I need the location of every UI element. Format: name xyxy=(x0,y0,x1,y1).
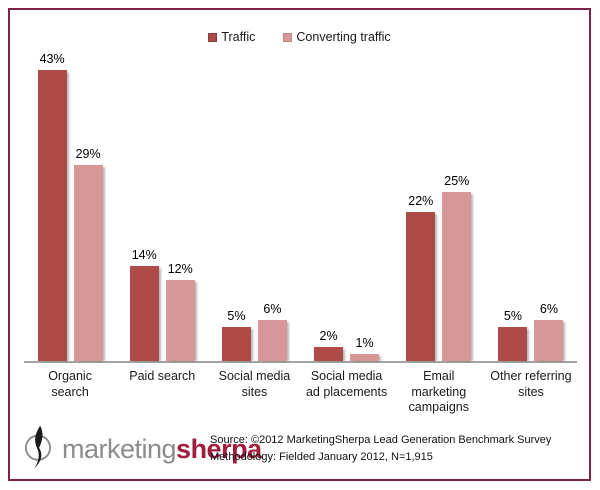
legend-label: Traffic xyxy=(221,30,256,44)
value-label: 5% xyxy=(503,309,522,323)
logo-text-marketing: marketing xyxy=(62,433,177,464)
bar-column: 6% xyxy=(257,302,287,361)
bar-column: 2% xyxy=(314,329,344,361)
chart-legend: Traffic Converting traffic xyxy=(10,30,589,44)
value-label: 6% xyxy=(539,302,558,316)
category-axis: Organic search Paid search Social media si… xyxy=(24,363,577,416)
legend-item-converting-traffic: Converting traffic xyxy=(283,30,391,44)
footer: marketingsherpa Source: ©2012 MarketingS… xyxy=(14,421,585,477)
bar-traffic xyxy=(221,327,251,361)
bar-column: 29% xyxy=(73,147,103,361)
bar-column: 6% xyxy=(534,302,564,361)
value-label: 43% xyxy=(39,52,65,66)
bar-column: 14% xyxy=(129,248,159,361)
legend-swatch xyxy=(208,32,218,42)
legend-swatch xyxy=(283,32,293,42)
bar-column: 5% xyxy=(498,309,528,361)
bar-converting-traffic xyxy=(442,192,472,361)
bar-group-organic-search: 43% 29% xyxy=(24,52,116,361)
bar-converting-traffic xyxy=(165,280,195,361)
bar-traffic xyxy=(498,327,528,361)
bar-converting-traffic xyxy=(534,320,564,361)
bar-traffic xyxy=(129,266,159,361)
value-label: 5% xyxy=(227,309,246,323)
bar-group-paid-search: 14% 12% xyxy=(116,68,208,361)
bar-column: 5% xyxy=(221,309,251,361)
value-label: 22% xyxy=(408,194,434,208)
category-label: Paid search xyxy=(129,369,196,383)
bar-group-social-media-ad-placements: 2% 1% xyxy=(301,68,393,361)
bar-group-social-media-sites: 5% 6% xyxy=(208,68,300,361)
bar-converting-traffic xyxy=(350,354,380,361)
category-label: Social media sites xyxy=(218,369,291,399)
source-line-2: Methodology: Fielded January 2012, N=1,9… xyxy=(210,451,433,463)
value-label: 29% xyxy=(75,147,101,161)
bar-converting-traffic xyxy=(73,165,103,361)
bar-column: 43% xyxy=(37,52,67,361)
bar-column: 25% xyxy=(442,174,472,361)
compass-quill-icon xyxy=(16,423,60,476)
category-label: Email marketing campaigns xyxy=(408,369,469,415)
value-label: 12% xyxy=(167,262,193,276)
logo-text: marketingsherpa xyxy=(62,434,262,465)
legend-item-traffic: Traffic xyxy=(208,30,255,44)
bar-column: 12% xyxy=(165,262,195,361)
logo-text-sherpa: sherpa xyxy=(176,433,262,464)
value-label: 6% xyxy=(263,302,282,316)
value-label: 25% xyxy=(444,174,470,188)
value-label: 2% xyxy=(319,329,338,343)
category-label: Social media ad placements xyxy=(305,369,388,399)
bar-traffic xyxy=(37,70,67,361)
legend-label: Converting traffic xyxy=(296,30,391,44)
bar-column: 1% xyxy=(350,336,380,361)
bar-traffic xyxy=(314,347,344,361)
marketingsherpa-logo: marketingsherpa xyxy=(14,423,262,476)
bar-converting-traffic xyxy=(257,320,287,361)
bar-column: 22% xyxy=(406,194,436,361)
value-label: 1% xyxy=(355,336,374,350)
value-label: 14% xyxy=(131,248,157,262)
chart-frame: Traffic Converting traffic 43% 29% 14% 12% 5%… xyxy=(8,8,591,481)
source-note: Source: ©2012 MarketingSherpa Lead Gener… xyxy=(210,432,551,466)
source-line-1: Source: ©2012 MarketingSherpa Lead Gener… xyxy=(210,433,552,446)
bar-group-email-marketing-campaigns: 22% 25% xyxy=(393,68,485,361)
category-label: Organic search xyxy=(48,369,92,399)
bars-area: 43% 29% 14% 12% 5% 6% 2% 1% 22% 25% 5% 6% xyxy=(24,52,577,363)
category-label: Other referring sites xyxy=(490,369,572,399)
bar-traffic xyxy=(406,212,436,361)
bar-group-other-referring-sites: 5% 6% xyxy=(485,68,577,361)
plot-area: 43% 29% 14% 12% 5% 6% 2% 1% 22% 25% 5% 6% Organic s… xyxy=(24,52,577,416)
